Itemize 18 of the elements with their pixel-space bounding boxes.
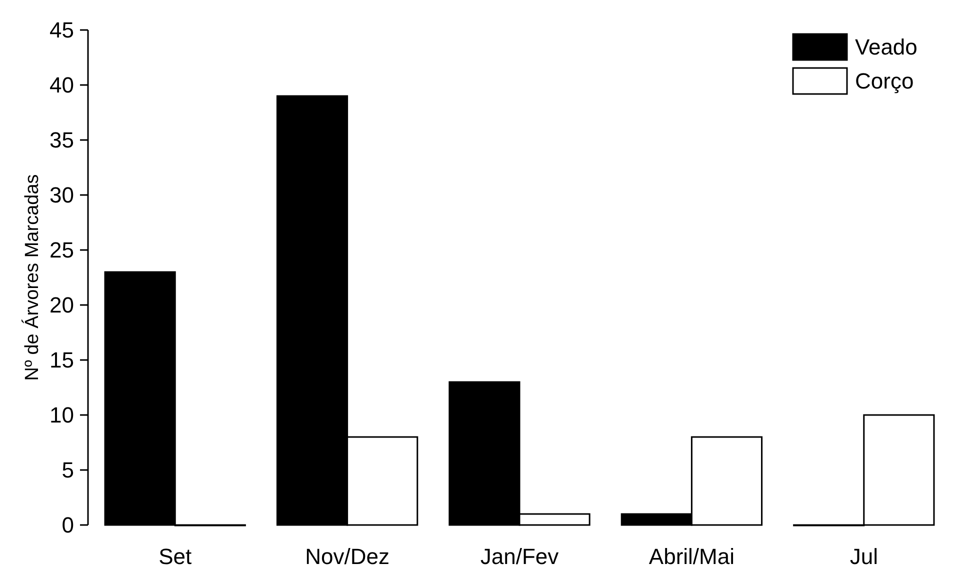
y-axis-title: Nº de Árvores Marcadas	[21, 174, 43, 381]
y-tick-label: 10	[50, 402, 74, 428]
y-tick-label: 15	[50, 348, 74, 373]
y-tick-label: 45	[50, 18, 74, 43]
y-tick-label: 20	[50, 292, 74, 318]
x-tick-label: Nov/Dez	[305, 544, 390, 569]
y-tick-label: 40	[50, 72, 74, 98]
x-tick-label: Abril/Mai	[648, 544, 734, 569]
legend-label: Corço	[855, 68, 914, 94]
y-tick-label: 30	[50, 182, 74, 208]
x-tick-label: Set	[158, 544, 192, 569]
y-tick-label: 5	[62, 458, 74, 483]
x-tick-label: Jan/Fev	[480, 544, 559, 569]
y-tick-label: 25	[50, 238, 74, 263]
legend-label: Veado	[855, 34, 918, 60]
y-tick-label: 35	[50, 128, 74, 153]
x-tick-label: Jul	[850, 544, 878, 569]
y-tick-label: 0	[62, 512, 74, 538]
